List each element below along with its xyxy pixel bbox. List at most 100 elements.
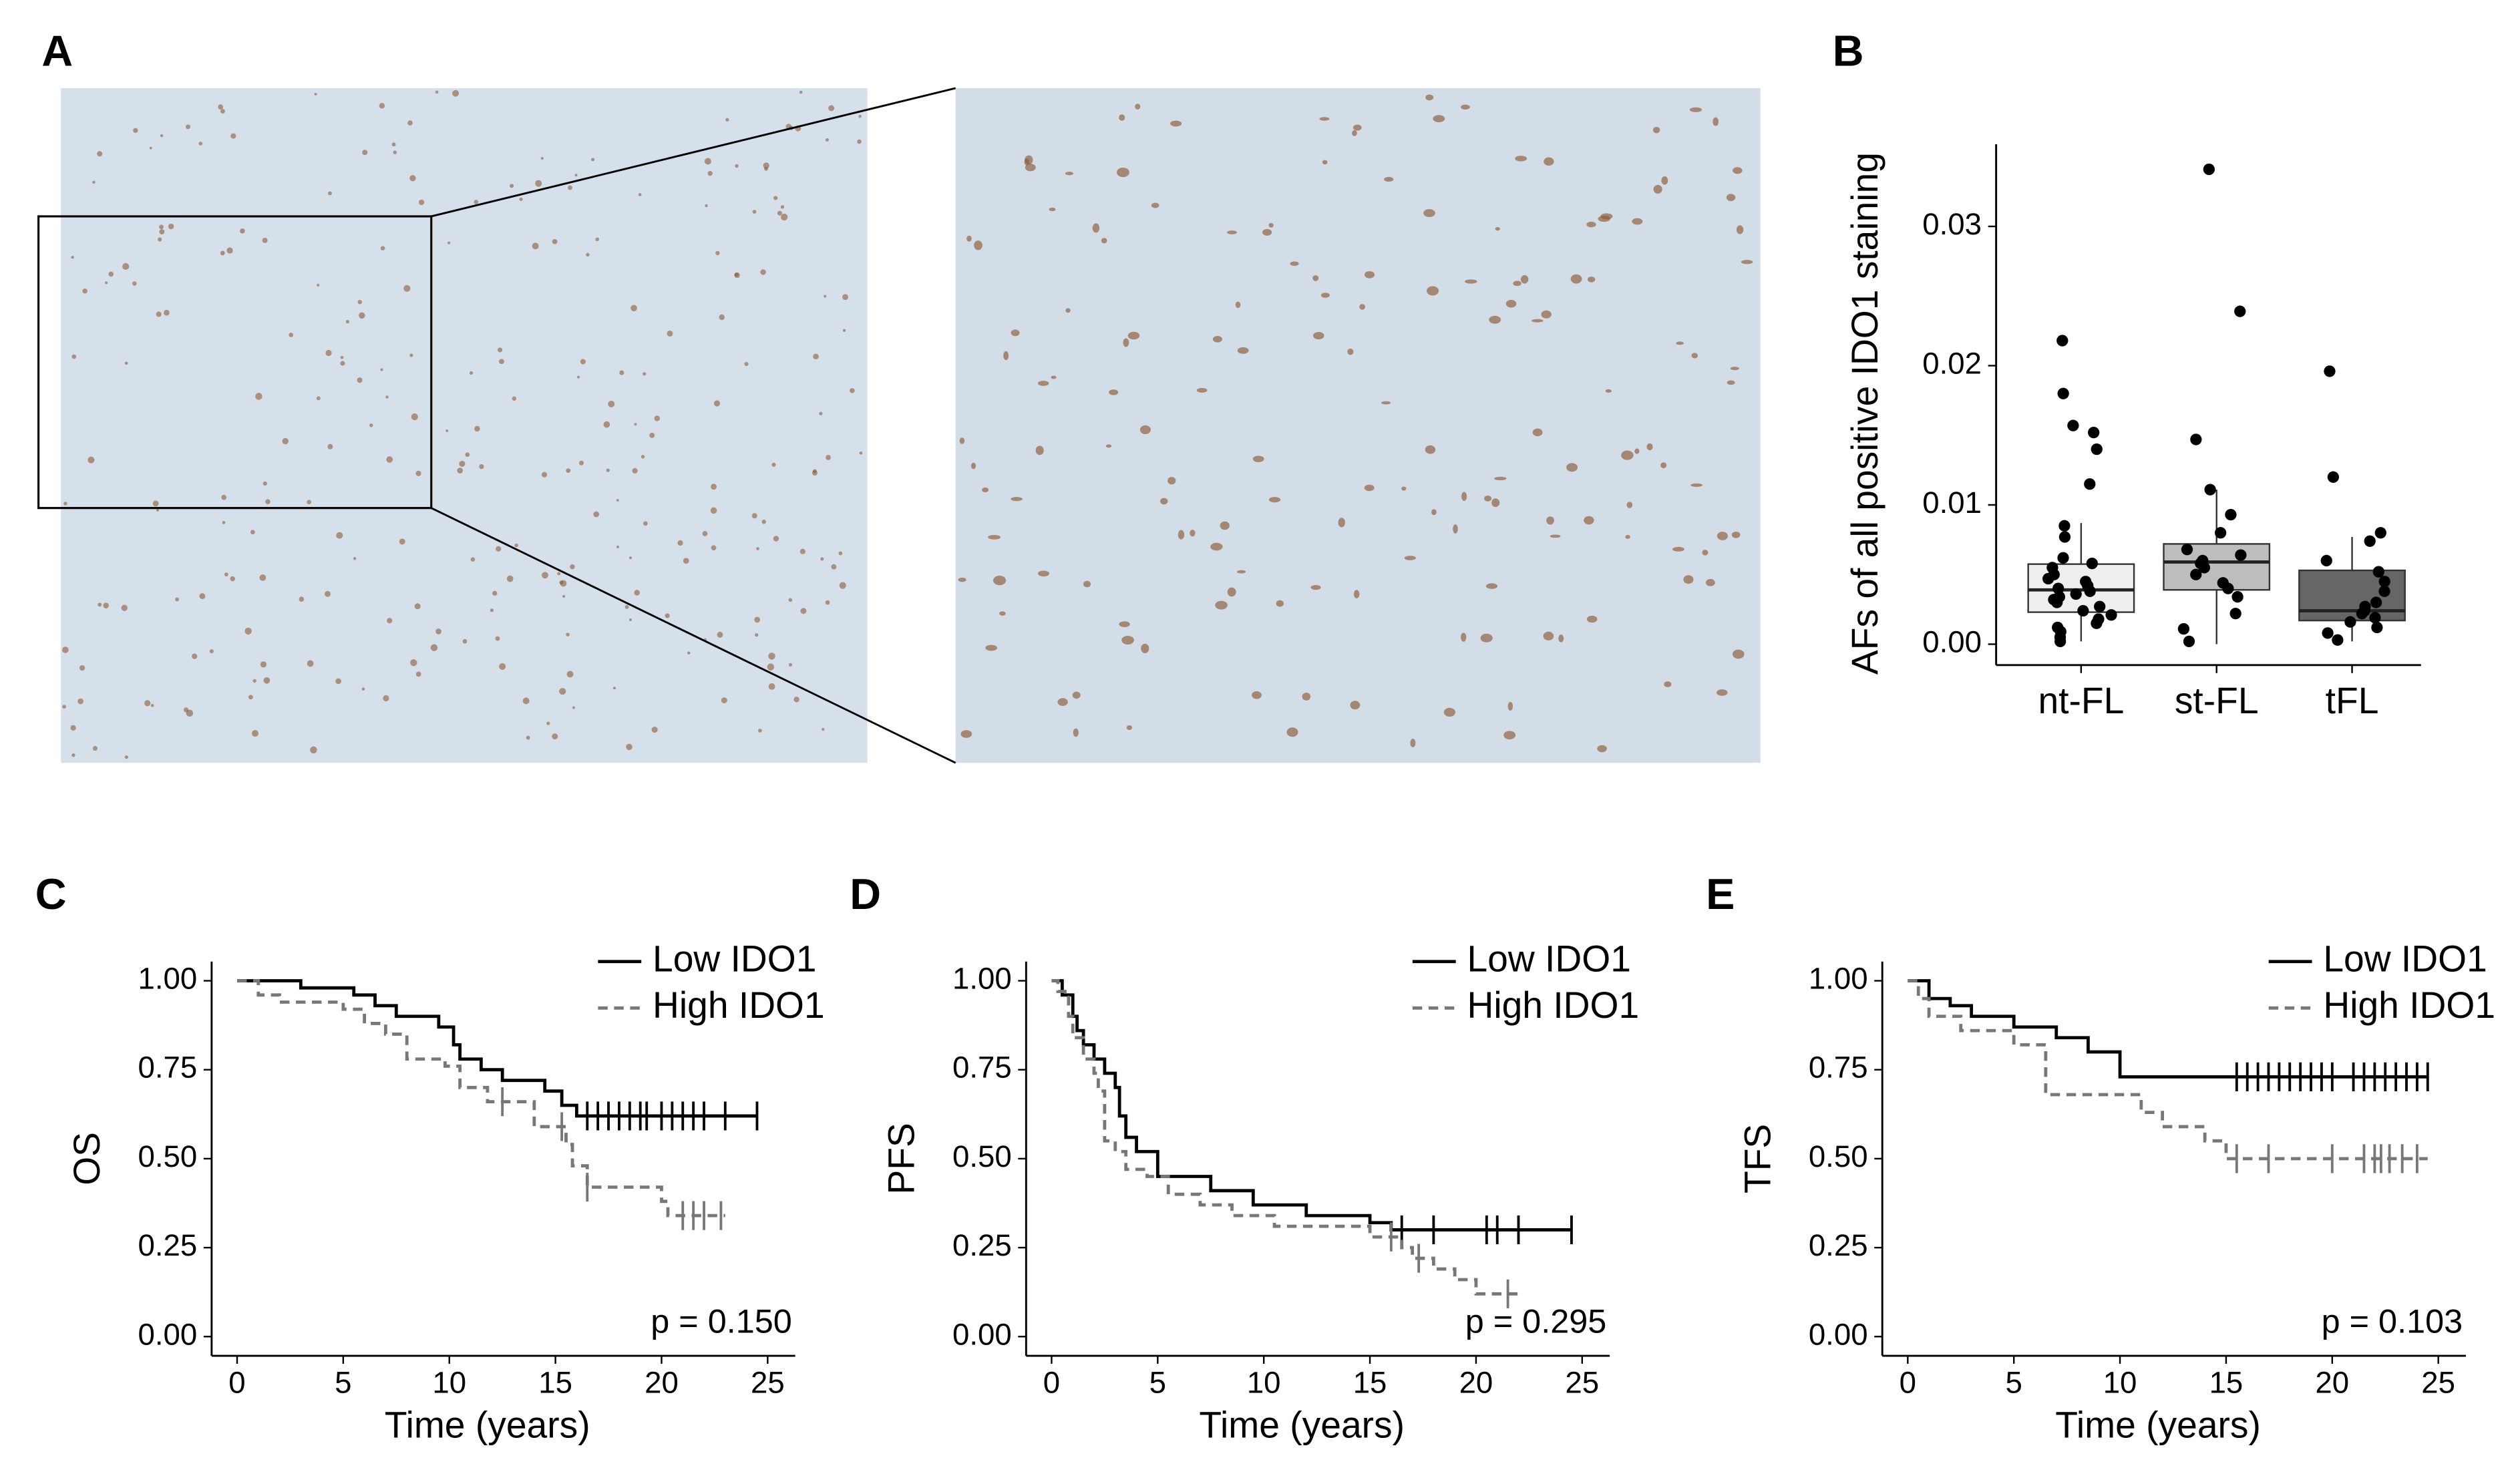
- data-point: [2344, 616, 2356, 628]
- stain-dot: [1586, 221, 1596, 228]
- stain-dot: [1168, 477, 1176, 485]
- stain-dot: [263, 677, 271, 684]
- stain-dot: [1320, 293, 1330, 298]
- stain-dot: [122, 262, 130, 270]
- y-tick-label: 0.50: [138, 1139, 197, 1173]
- stain-dot: [1101, 238, 1107, 244]
- stain-dot: [1025, 155, 1033, 165]
- stain-dot: [591, 158, 595, 162]
- stain-dot: [1558, 634, 1564, 642]
- stain-dot: [735, 164, 739, 168]
- stain-dot: [262, 237, 268, 243]
- data-point: [2332, 634, 2344, 646]
- x-tick-label: 5: [1149, 1365, 1166, 1399]
- stain-dot: [1634, 448, 1640, 454]
- y-axis-title: TFS: [1737, 1124, 1778, 1193]
- stain-dot: [198, 142, 203, 146]
- x-tick-label: 15: [2209, 1365, 2243, 1399]
- stain-dot: [540, 157, 544, 160]
- stain-dot: [149, 146, 152, 150]
- p-value: p = 0.150: [651, 1302, 792, 1340]
- data-point: [2067, 419, 2079, 431]
- stain-dot: [218, 104, 224, 110]
- stain-dot: [150, 704, 154, 707]
- stain-dot: [1170, 120, 1182, 127]
- stain-dot: [385, 395, 389, 399]
- stain-dot: [1410, 739, 1416, 747]
- stain-dot: [490, 608, 494, 612]
- stain-dot: [510, 184, 514, 188]
- stain-dot: [325, 590, 331, 597]
- stain-dot: [144, 700, 151, 707]
- stain-dot: [250, 530, 255, 535]
- legend-label: High IDO1: [653, 984, 825, 1026]
- stain-dot: [839, 582, 846, 589]
- stain-dot: [391, 142, 396, 147]
- stain-dot: [616, 499, 619, 502]
- stain-dot: [1290, 261, 1299, 266]
- stain-dot: [1683, 575, 1694, 584]
- stain-dot: [240, 228, 245, 234]
- stain-dot: [1588, 276, 1596, 283]
- data-point: [2190, 433, 2202, 445]
- stain-dot: [1116, 167, 1129, 178]
- stain-dot: [654, 415, 661, 421]
- stain-dot: [340, 361, 345, 366]
- stain-dot: [850, 388, 855, 393]
- stain-dot: [822, 728, 825, 731]
- stain-dot: [1626, 502, 1633, 508]
- stain-dot: [164, 309, 170, 316]
- y-axis-title: PFS: [880, 1123, 922, 1194]
- stain-dot: [725, 118, 729, 122]
- stain-dot: [580, 359, 586, 365]
- stain-dot: [958, 577, 966, 582]
- stain-dot: [362, 150, 368, 156]
- x-axis-title: Time (years): [385, 1405, 590, 1446]
- legend-label: Low IDO1: [1467, 938, 1630, 979]
- stain-dot: [82, 289, 87, 294]
- stain-dot: [768, 653, 775, 660]
- stain-dot: [1268, 497, 1281, 503]
- stain-dot: [522, 697, 530, 705]
- stain-dot: [546, 721, 550, 725]
- stain-dot: [1141, 643, 1149, 654]
- stain-dot: [788, 598, 793, 602]
- data-point: [2051, 596, 2063, 608]
- data-point: [2183, 635, 2195, 648]
- stain-dot: [773, 196, 778, 200]
- stain-dot: [1689, 107, 1702, 112]
- stain-dot: [465, 452, 470, 457]
- stain-dot: [1503, 731, 1516, 740]
- stain-dot: [1011, 329, 1020, 337]
- stain-dot: [1237, 570, 1246, 574]
- stain-dot: [603, 421, 610, 428]
- stain-dot: [1586, 615, 1598, 623]
- stain-dot: [1262, 228, 1272, 236]
- box: [2298, 569, 2406, 622]
- stain-dot: [289, 333, 294, 337]
- stain-dot: [435, 90, 439, 94]
- stain-dot: [1705, 578, 1715, 586]
- stain-dot: [1038, 381, 1049, 386]
- stain-dot: [514, 543, 518, 548]
- stain-dot: [1676, 341, 1684, 345]
- stain-dot: [1484, 495, 1492, 502]
- stain-dot: [542, 572, 548, 579]
- stain-dot: [133, 128, 138, 133]
- stain-dot: [773, 536, 779, 542]
- stain-dot: [1661, 176, 1668, 185]
- data-point: [2378, 576, 2390, 588]
- panel-label: B: [1833, 27, 1864, 75]
- data-point: [2364, 535, 2376, 547]
- data-point: [2371, 621, 2383, 634]
- x-tick-label: 0: [228, 1365, 245, 1399]
- stain-dot: [430, 644, 438, 651]
- stain-dot: [220, 250, 225, 256]
- stain-dot: [62, 646, 69, 653]
- y-tick-label: 1.00: [1809, 962, 1868, 996]
- stain-dot: [532, 242, 539, 250]
- stain-dot: [1532, 428, 1543, 437]
- x-tick-label: 10: [432, 1365, 466, 1399]
- stain-dot: [812, 470, 818, 476]
